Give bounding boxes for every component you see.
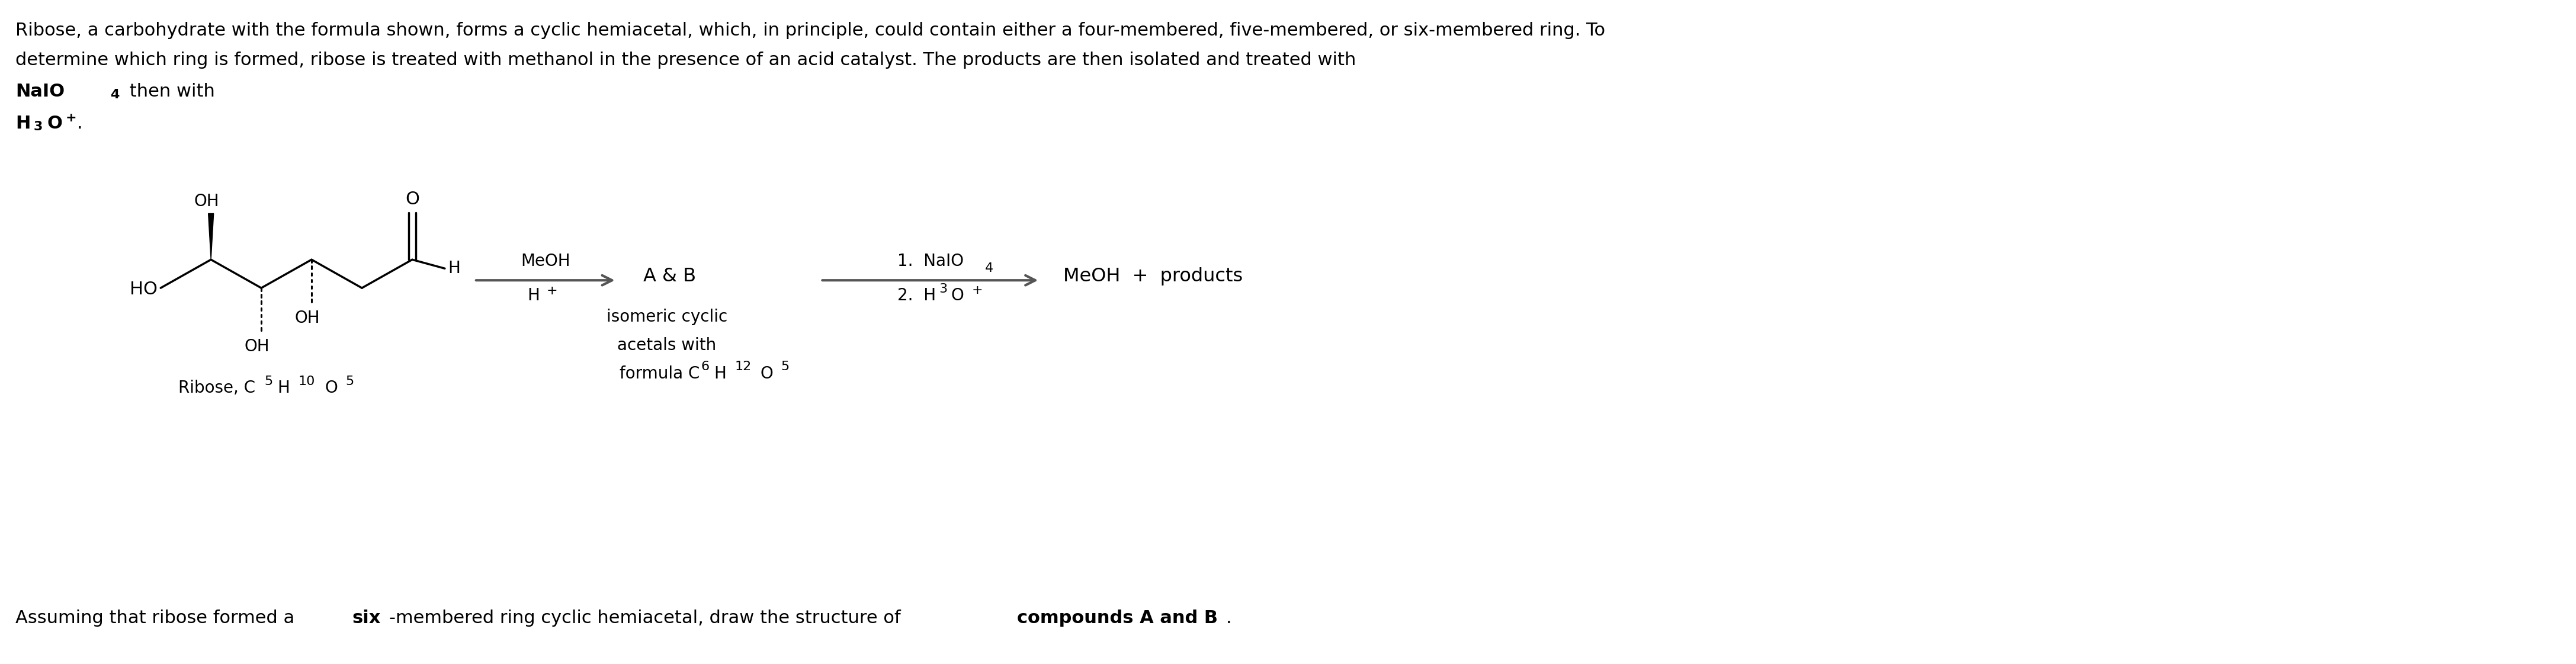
Text: MeOH  +  products: MeOH + products — [1064, 267, 1244, 286]
Text: H: H — [448, 260, 461, 277]
Text: acetals with: acetals with — [618, 337, 716, 354]
Text: 12: 12 — [734, 361, 752, 373]
Text: MeOH: MeOH — [520, 253, 569, 270]
Text: 3: 3 — [33, 121, 41, 133]
Text: Ribose, C: Ribose, C — [178, 380, 255, 396]
Text: compounds A and B: compounds A and B — [1018, 610, 1218, 627]
Text: determine which ring is formed, ribose is treated with methanol in the presence : determine which ring is formed, ribose i… — [15, 52, 1355, 69]
Text: H: H — [278, 380, 289, 396]
Text: +: + — [546, 285, 556, 297]
Text: H: H — [714, 365, 726, 382]
Text: HO: HO — [129, 281, 157, 297]
Text: 6: 6 — [701, 361, 708, 373]
Text: then with: then with — [124, 83, 214, 100]
Text: O: O — [325, 380, 337, 396]
Text: NaIO: NaIO — [15, 83, 64, 100]
Text: O: O — [951, 288, 963, 304]
Text: Ribose, a carbohydrate with the formula shown, forms a cyclic hemiacetal, which,: Ribose, a carbohydrate with the formula … — [15, 22, 1605, 39]
Text: 4: 4 — [111, 89, 118, 101]
Text: 2.  H: 2. H — [896, 288, 935, 304]
Text: six: six — [353, 610, 381, 627]
Text: OH: OH — [245, 338, 270, 355]
Text: O: O — [760, 365, 773, 382]
Text: formula C: formula C — [618, 365, 701, 382]
Text: 5: 5 — [781, 361, 788, 373]
Text: 3: 3 — [940, 284, 948, 295]
Text: H: H — [15, 115, 31, 132]
Text: OH: OH — [193, 193, 219, 209]
Text: .: . — [1226, 610, 1231, 627]
Text: 5: 5 — [345, 375, 353, 387]
Text: 10: 10 — [299, 375, 314, 387]
Polygon shape — [209, 214, 214, 260]
Text: 1.  NaIO: 1. NaIO — [896, 253, 963, 270]
Text: -membered ring cyclic hemiacetal, draw the structure of: -membered ring cyclic hemiacetal, draw t… — [389, 610, 907, 627]
Text: 4: 4 — [984, 262, 994, 274]
Text: O: O — [46, 115, 62, 132]
Text: +: + — [64, 112, 77, 124]
Text: .: . — [77, 115, 82, 132]
Text: H: H — [528, 288, 538, 304]
Text: A & B: A & B — [644, 267, 696, 286]
Text: O: O — [404, 191, 420, 208]
Text: +: + — [971, 284, 981, 296]
Text: 5: 5 — [265, 375, 273, 387]
Text: Assuming that ribose formed a: Assuming that ribose formed a — [15, 610, 301, 627]
Text: OH: OH — [294, 310, 319, 327]
Text: isomeric cyclic: isomeric cyclic — [605, 309, 726, 325]
